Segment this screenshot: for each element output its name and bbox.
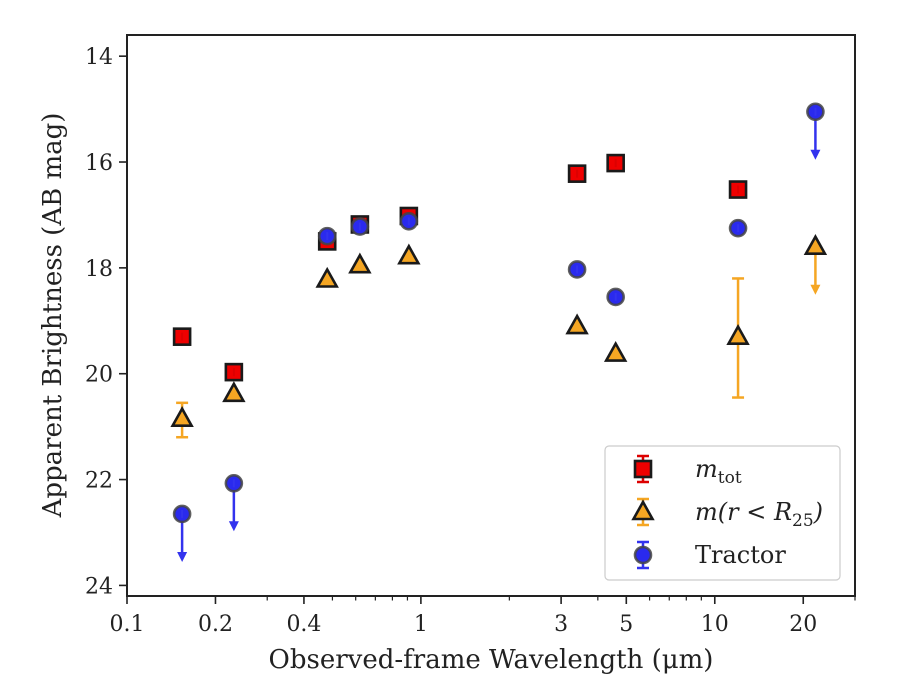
axes: 0.1 0.2 0.4 1 3 5 10 20 14 16 18 20 22 24 [85, 34, 856, 637]
y-tick-label: 20 [85, 363, 113, 388]
x-tick-label: 20 [789, 612, 817, 637]
x-tick-label: 10 [701, 612, 729, 637]
legend-entry: mtot [633, 454, 742, 488]
x-axis-label: Observed-frame Wavelength (μm) [269, 645, 714, 675]
plot-frame [126, 34, 856, 597]
y-tick-label: 18 [85, 257, 113, 282]
legend-marker-triangle [631, 499, 655, 521]
y-tick-label: 22 [85, 469, 113, 494]
x-tick-label: 5 [619, 612, 633, 637]
x-tick-label: 0.4 [286, 612, 321, 637]
arrow-head [810, 149, 821, 160]
series-square [172, 153, 748, 382]
data-marks [170, 102, 828, 562]
x-tick-label: 0.2 [198, 612, 233, 637]
y-axis-label: Apparent Brightness (AB mag) [38, 113, 68, 519]
y-tick-label: 14 [85, 45, 113, 70]
series-triangle [170, 234, 828, 439]
arrow-head [810, 284, 821, 295]
x-tick-label: 1 [414, 612, 428, 637]
series-circle [172, 102, 825, 562]
x-tick-label: 3 [554, 612, 568, 637]
legend-label: Tractor [695, 541, 786, 569]
legend-marker-circle [633, 545, 653, 565]
legend-marker-square [633, 459, 653, 479]
y-tick-label: 16 [85, 151, 113, 176]
legend-entry: Tractor [633, 540, 786, 570]
legend-label: m(r < R25) [695, 498, 823, 531]
x-tick-label: 0.1 [110, 612, 145, 637]
legend-label: mtot [695, 455, 742, 488]
arrow-head [177, 551, 188, 562]
legend-entry: m(r < R25) [631, 497, 823, 531]
legend-frame [604, 445, 841, 581]
y-tick-label: 24 [85, 574, 113, 599]
arrow-head [228, 521, 239, 532]
legend: mtot m(r < R25) Tractor [604, 445, 841, 581]
